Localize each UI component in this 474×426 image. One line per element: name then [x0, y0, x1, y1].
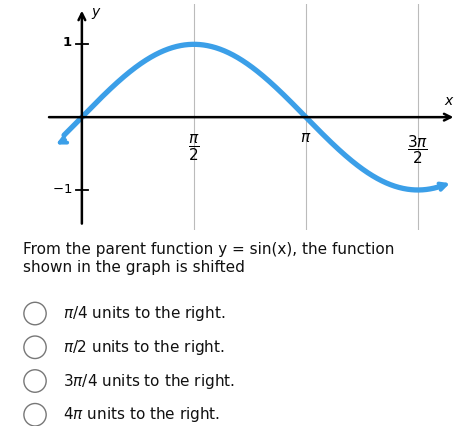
- Text: $3\pi$/4 units to the right.: $3\pi$/4 units to the right.: [63, 371, 235, 391]
- Text: $4\pi$ units to the right.: $4\pi$ units to the right.: [63, 405, 220, 424]
- Text: $y$: $y$: [91, 6, 101, 21]
- Text: $\pi$/2 units to the right.: $\pi$/2 units to the right.: [63, 338, 225, 357]
- Text: $-1$: $-1$: [52, 184, 72, 196]
- Text: $\pi$/4 units to the right.: $\pi$/4 units to the right.: [63, 304, 225, 323]
- Text: $\pi$: $\pi$: [300, 130, 311, 144]
- Text: 1: 1: [63, 36, 72, 49]
- Text: $\dfrac{\pi}{2}$: $\dfrac{\pi}{2}$: [188, 133, 200, 163]
- Text: $x$: $x$: [444, 94, 455, 108]
- Text: From the parent function y = sin(x), the function
shown in the graph is shifted: From the parent function y = sin(x), the…: [23, 242, 395, 275]
- Text: $\dfrac{3\pi}{2}$: $\dfrac{3\pi}{2}$: [407, 133, 428, 166]
